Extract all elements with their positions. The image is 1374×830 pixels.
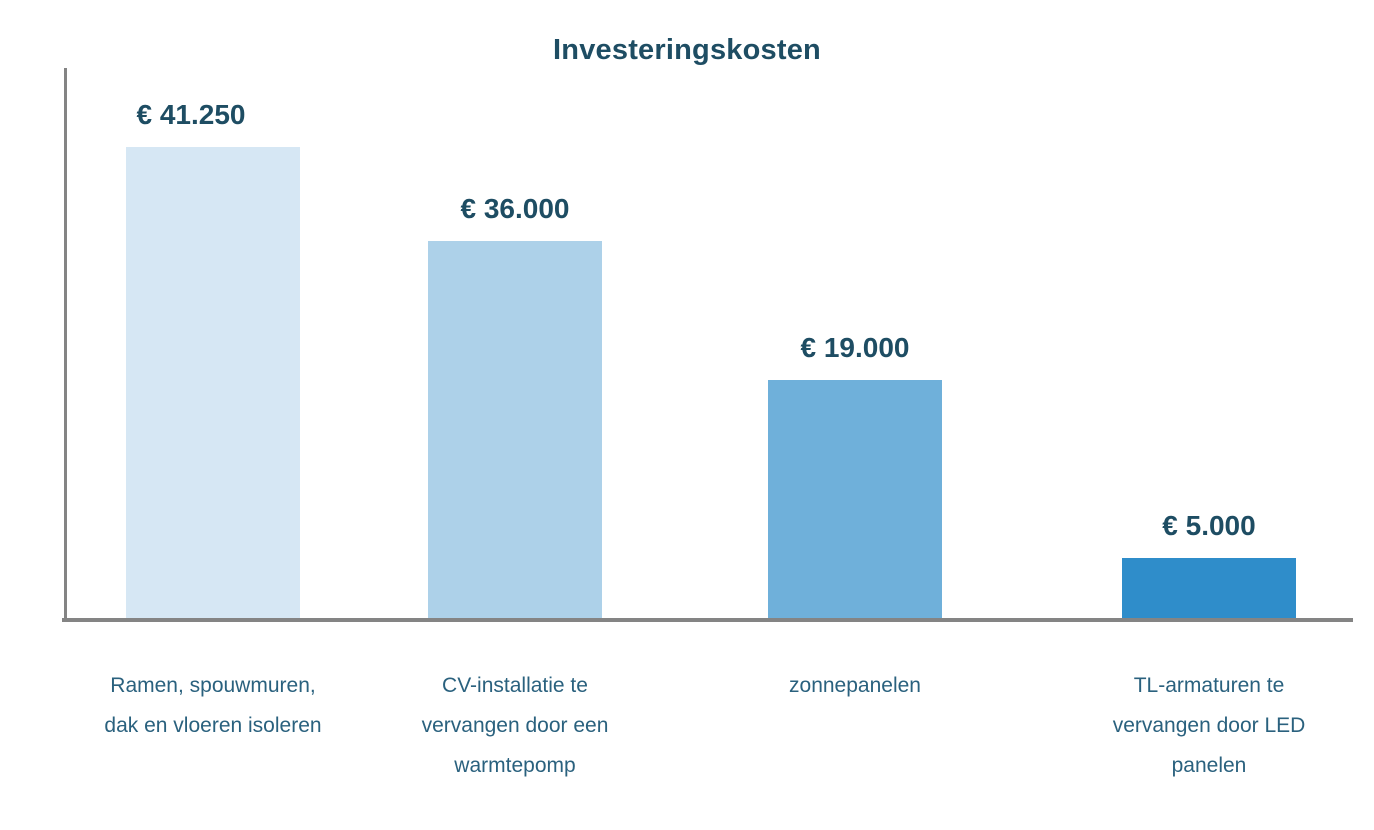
bar-zonnepanelen <box>768 380 942 618</box>
bar-group-led-panelen: € 5.000 <box>1122 510 1296 618</box>
category-label-led-panelen: TL-armaturen te vervangen door LED panel… <box>1039 666 1374 786</box>
chart-title: Investeringskosten <box>553 34 821 66</box>
category-label-line: vervangen door LED <box>1112 714 1306 737</box>
category-label-isoleren: Ramen, spouwmuren, dak en vloeren isoler… <box>43 666 383 746</box>
bar-group-isoleren: € 41.250 <box>126 99 300 618</box>
category-label-warmtepomp: CV-installatie te vervangen door een war… <box>345 666 685 786</box>
category-label-line: dak en vloeren isoleren <box>104 714 322 737</box>
category-label-zonnepanelen: zonnepanelen <box>685 666 1025 706</box>
category-label-line: zonnepanelen <box>789 674 921 697</box>
category-label-line: vervangen door een <box>421 714 609 737</box>
category-label-line: panelen <box>1171 754 1247 777</box>
bar-value-label: € 36.000 <box>460 193 570 224</box>
bar-value-label: € 19.000 <box>800 332 910 363</box>
bar-value-label: € 41.250 <box>136 99 246 130</box>
bar-warmtepomp <box>428 241 602 618</box>
category-label-line: CV-installatie te <box>442 674 588 697</box>
category-label-line: warmtepomp <box>454 754 576 777</box>
bar-group-zonnepanelen: € 19.000 <box>768 332 942 618</box>
bar-led-panelen <box>1122 558 1296 618</box>
bar-isoleren <box>126 147 300 618</box>
category-label-line: TL-armaturen te <box>1133 674 1285 697</box>
x-axis-line <box>62 618 1353 622</box>
bar-value-label: € 5.000 <box>1162 510 1256 541</box>
bar-group-warmtepomp: € 36.000 <box>428 193 602 618</box>
y-axis-line <box>64 68 67 622</box>
category-label-line: Ramen, spouwmuren, <box>110 674 316 697</box>
